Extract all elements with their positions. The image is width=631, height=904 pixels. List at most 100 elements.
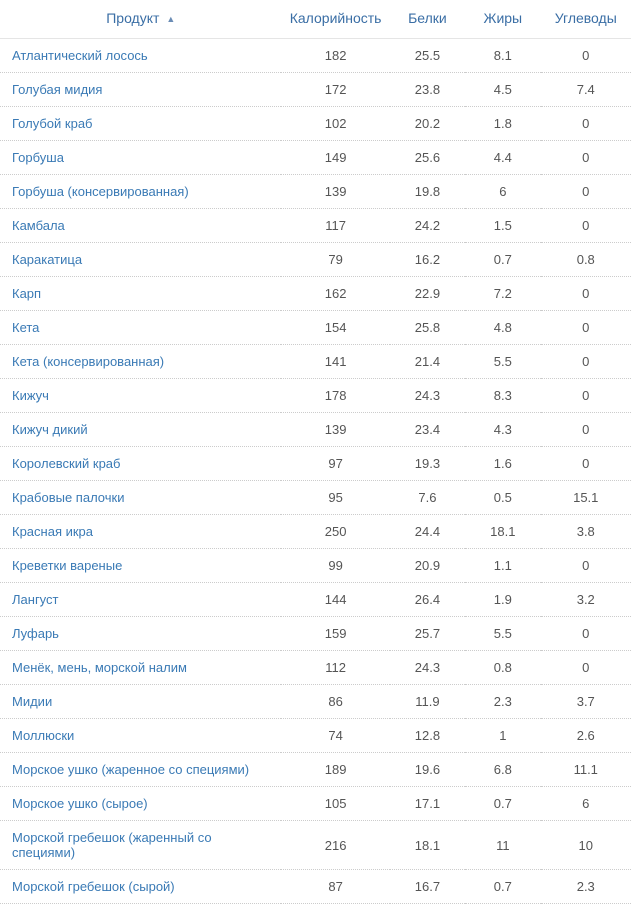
table-row: Голубой краб10220.21.80 xyxy=(0,107,631,141)
cell-carbs: 0 xyxy=(541,209,631,243)
product-link[interactable]: Кета xyxy=(12,320,39,335)
cell-protein: 21.4 xyxy=(390,345,465,379)
table-row: Креветки вареные9920.91.10 xyxy=(0,549,631,583)
product-link[interactable]: Кижуч xyxy=(12,388,49,403)
cell-protein: 23.4 xyxy=(390,413,465,447)
table-row: Горбуша (консервированная)13919.860 xyxy=(0,175,631,209)
header-product[interactable]: Продукт ▲ xyxy=(0,0,281,39)
cell-carbs: 0 xyxy=(541,549,631,583)
product-link[interactable]: Моллюски xyxy=(12,728,74,743)
cell-calories: 154 xyxy=(281,311,389,345)
product-link[interactable]: Луфарь xyxy=(12,626,59,641)
cell-product: Менёк, мень, морской налим xyxy=(0,651,281,685)
table-row: Менёк, мень, морской налим11224.30.80 xyxy=(0,651,631,685)
cell-fat: 1.5 xyxy=(465,209,540,243)
cell-product: Кета (консервированная) xyxy=(0,345,281,379)
cell-fat: 1 xyxy=(465,719,540,753)
table-row: Голубая мидия17223.84.57.4 xyxy=(0,73,631,107)
product-link[interactable]: Атлантический лосось xyxy=(12,48,148,63)
cell-fat: 0.5 xyxy=(465,481,540,515)
product-link[interactable]: Менёк, мень, морской налим xyxy=(12,660,187,675)
cell-product: Каракатица xyxy=(0,243,281,277)
product-link[interactable]: Камбала xyxy=(12,218,65,233)
cell-carbs: 0 xyxy=(541,107,631,141)
cell-fat: 6 xyxy=(465,175,540,209)
table-row: Камбала11724.21.50 xyxy=(0,209,631,243)
table-row: Каракатица7916.20.70.8 xyxy=(0,243,631,277)
cell-protein: 24.3 xyxy=(390,379,465,413)
cell-product: Морское ушко (сырое) xyxy=(0,787,281,821)
product-link[interactable]: Креветки вареные xyxy=(12,558,122,573)
cell-protein: 16.2 xyxy=(390,243,465,277)
cell-calories: 102 xyxy=(281,107,389,141)
product-link[interactable]: Голубой краб xyxy=(12,116,93,131)
product-link[interactable]: Лангуст xyxy=(12,592,59,607)
product-link[interactable]: Горбуша xyxy=(12,150,64,165)
cell-product: Атлантический лосось xyxy=(0,39,281,73)
header-protein[interactable]: Белки xyxy=(390,0,465,39)
cell-carbs: 0 xyxy=(541,141,631,175)
product-link[interactable]: Морское ушко (жаренное со специями) xyxy=(12,762,249,777)
table-row: Морской гребешок (жаренный со специями)2… xyxy=(0,821,631,870)
cell-calories: 112 xyxy=(281,651,389,685)
table-row: Моллюски 7412.812.6 xyxy=(0,719,631,753)
product-link[interactable]: Морской гребешок (сырой) xyxy=(12,879,175,894)
header-carbs[interactable]: Углеводы xyxy=(541,0,631,39)
header-product-label: Продукт xyxy=(106,10,159,26)
product-link[interactable]: Мидии xyxy=(12,694,52,709)
product-link[interactable]: Королевский краб xyxy=(12,456,120,471)
table-row: Атлантический лосось18225.58.10 xyxy=(0,39,631,73)
cell-protein: 25.7 xyxy=(390,617,465,651)
product-link[interactable]: Крабовые палочки xyxy=(12,490,124,505)
cell-calories: 144 xyxy=(281,583,389,617)
product-link[interactable]: Кижуч дикий xyxy=(12,422,88,437)
product-link[interactable]: Каракатица xyxy=(12,252,82,267)
cell-carbs: 0 xyxy=(541,175,631,209)
cell-fat: 5.5 xyxy=(465,345,540,379)
cell-product: Горбуша (консервированная) xyxy=(0,175,281,209)
cell-product: Морской гребешок (жаренный со специями) xyxy=(0,821,281,870)
cell-fat: 2.3 xyxy=(465,685,540,719)
product-link[interactable]: Горбуша (консервированная) xyxy=(12,184,189,199)
cell-fat: 6.8 xyxy=(465,753,540,787)
cell-calories: 86 xyxy=(281,685,389,719)
table-row: Карп16222.97.20 xyxy=(0,277,631,311)
cell-carbs: 7.4 xyxy=(541,73,631,107)
product-link[interactable]: Морское ушко (сырое) xyxy=(12,796,148,811)
table-row: Морское ушко (жаренное со специями)18919… xyxy=(0,753,631,787)
cell-calories: 172 xyxy=(281,73,389,107)
cell-fat: 1.6 xyxy=(465,447,540,481)
cell-protein: 17.1 xyxy=(390,787,465,821)
header-fat[interactable]: Жиры xyxy=(465,0,540,39)
cell-calories: 159 xyxy=(281,617,389,651)
cell-product: Голубая мидия xyxy=(0,73,281,107)
cell-fat: 4.5 xyxy=(465,73,540,107)
product-link[interactable]: Красная икра xyxy=(12,524,93,539)
cell-carbs: 2.6 xyxy=(541,719,631,753)
cell-fat: 4.4 xyxy=(465,141,540,175)
cell-carbs: 11.1 xyxy=(541,753,631,787)
table-row: Лангуст14426.41.93.2 xyxy=(0,583,631,617)
cell-calories: 117 xyxy=(281,209,389,243)
cell-protein: 12.8 xyxy=(390,719,465,753)
product-link[interactable]: Карп xyxy=(12,286,41,301)
cell-protein: 19.3 xyxy=(390,447,465,481)
cell-fat: 5.5 xyxy=(465,617,540,651)
header-calories[interactable]: Калорийность xyxy=(281,0,389,39)
product-link[interactable]: Кета (консервированная) xyxy=(12,354,164,369)
sort-asc-icon: ▲ xyxy=(166,14,175,24)
cell-carbs: 10 xyxy=(541,821,631,870)
cell-fat: 8.3 xyxy=(465,379,540,413)
cell-fat: 4.8 xyxy=(465,311,540,345)
product-link[interactable]: Морской гребешок (жаренный со специями) xyxy=(12,830,212,860)
table-row: Кета (консервированная)14121.45.50 xyxy=(0,345,631,379)
cell-calories: 87 xyxy=(281,870,389,904)
cell-calories: 74 xyxy=(281,719,389,753)
cell-calories: 139 xyxy=(281,175,389,209)
cell-protein: 16.7 xyxy=(390,870,465,904)
cell-carbs: 3.8 xyxy=(541,515,631,549)
cell-protein: 7.6 xyxy=(390,481,465,515)
product-link[interactable]: Голубая мидия xyxy=(12,82,102,97)
cell-carbs: 2.3 xyxy=(541,870,631,904)
cell-product: Моллюски xyxy=(0,719,281,753)
